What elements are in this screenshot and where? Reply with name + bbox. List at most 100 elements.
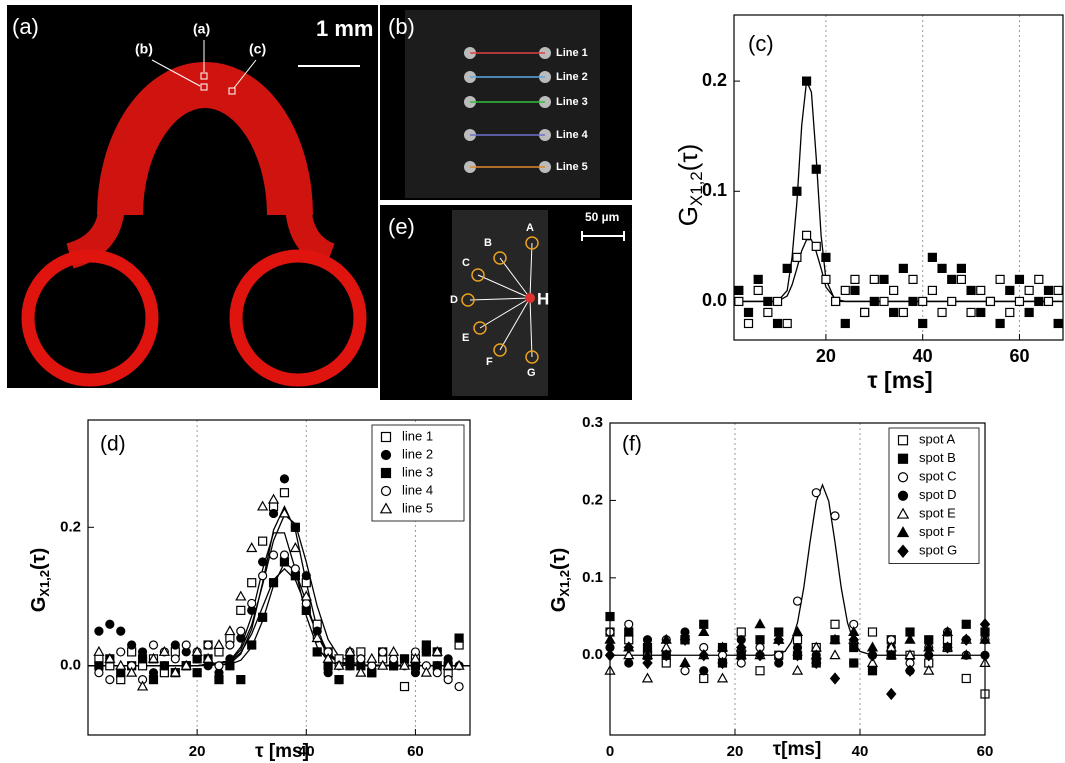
data-point (753, 274, 763, 285)
data-point (224, 625, 236, 636)
data-point (867, 649, 878, 662)
data-point (849, 658, 859, 668)
y-tick-label: 0.0 (702, 290, 727, 310)
line-label: Line 3 (556, 96, 588, 108)
data-point (801, 76, 812, 86)
spot-label: E (462, 332, 469, 344)
data-point (791, 664, 804, 675)
data-point (267, 493, 280, 504)
data-point (1005, 285, 1015, 296)
data-point (995, 274, 1005, 285)
data-point (811, 164, 821, 174)
data-point (679, 656, 691, 668)
legend-marker (896, 507, 910, 519)
y-tick-label: 0.1 (702, 180, 727, 200)
plot-frame (87, 419, 471, 736)
panel-e: (e) A B C D E F G H 50 µm (380, 205, 632, 400)
data-point (792, 252, 802, 262)
data-point (923, 664, 935, 675)
data-point (908, 296, 918, 307)
data-point (885, 649, 897, 660)
data-point (680, 666, 690, 676)
scale-label: 1 mm (316, 16, 373, 41)
data-point (258, 536, 268, 546)
data-point (268, 578, 279, 588)
data-point (1053, 318, 1063, 329)
data-point (850, 274, 860, 285)
data-point (236, 626, 246, 636)
y-axis-label-part: G (28, 597, 50, 613)
data-point (811, 241, 821, 251)
legend-marker (380, 467, 392, 479)
legend-marker (380, 431, 392, 443)
y-tick-label: 0.1 (582, 569, 603, 586)
x-tick-label: 0 (606, 743, 614, 760)
pointer (233, 59, 257, 89)
data-point (830, 619, 840, 629)
data-point (754, 649, 766, 662)
data-point (947, 274, 957, 285)
data-point (148, 675, 159, 685)
data-point (1024, 307, 1034, 318)
data-point (811, 656, 822, 670)
y-axis-label-part: X1,2 (687, 171, 706, 206)
channel-ring (229, 249, 367, 387)
data-point (961, 673, 971, 684)
data-point (289, 542, 301, 553)
data-point (443, 675, 453, 685)
data-point (848, 633, 859, 646)
data-point (811, 488, 821, 498)
data-point (821, 252, 831, 262)
data-point (1043, 296, 1054, 307)
data-point (169, 666, 181, 677)
data-point (976, 307, 986, 318)
data-point (191, 645, 203, 656)
data-point (94, 668, 104, 678)
data-point (879, 296, 889, 307)
data-point (699, 666, 709, 676)
data-point (698, 649, 709, 662)
legend-label: spot E (919, 506, 956, 521)
data-point (642, 656, 653, 670)
data-point (753, 285, 763, 296)
data-point (409, 652, 422, 663)
data-point (927, 285, 937, 296)
data-point (181, 640, 191, 650)
data-point (961, 619, 971, 629)
data-point (258, 557, 268, 567)
data-point (225, 661, 235, 671)
data-point (830, 511, 840, 521)
data-point (904, 633, 916, 644)
data-point (716, 641, 729, 652)
data-point (378, 647, 388, 657)
data-point (829, 633, 841, 644)
data-point (214, 647, 224, 657)
data-point (420, 666, 432, 677)
data-point (624, 627, 634, 637)
data-point (772, 318, 783, 329)
data-point (247, 598, 257, 609)
data-point (398, 659, 411, 670)
data-point (180, 659, 192, 670)
y-axis-label-part: X1,2 (37, 570, 52, 597)
data-point (699, 673, 709, 684)
data-point (159, 661, 169, 671)
data-point (623, 649, 635, 660)
data-point (431, 645, 443, 656)
panel-title: (c) (748, 31, 774, 56)
legend-marker (897, 435, 909, 446)
data-point (247, 578, 257, 588)
x-tick-label: 60 (407, 743, 424, 760)
legend-label: spot G (919, 543, 957, 558)
data-point (734, 285, 744, 296)
data-point (937, 263, 947, 273)
data-point (322, 652, 334, 663)
y-axis-label-part: (τ) (548, 548, 570, 570)
legend-marker (380, 449, 392, 461)
data-point (203, 640, 213, 650)
data-point (136, 680, 149, 691)
line-label: Line 2 (556, 71, 588, 83)
data-point (879, 274, 889, 285)
data-point (225, 640, 235, 650)
data-point (801, 230, 812, 240)
